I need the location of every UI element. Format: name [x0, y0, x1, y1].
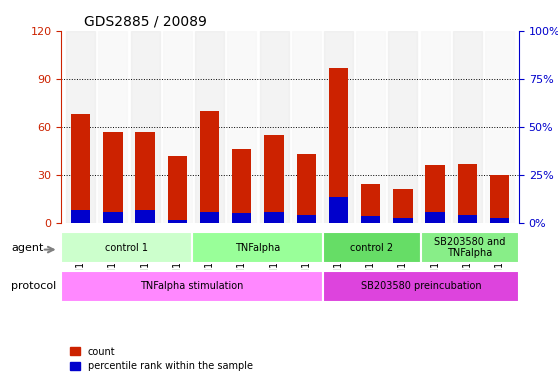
Bar [103, 132, 123, 223]
Bar [195, 31, 224, 223]
Bar [490, 175, 509, 223]
Bar [490, 218, 509, 223]
Bar [485, 31, 514, 223]
Bar [458, 215, 477, 223]
Bar [264, 135, 283, 223]
Bar [361, 216, 381, 223]
Bar [71, 114, 90, 223]
FancyBboxPatch shape [323, 232, 421, 263]
Bar [264, 212, 283, 223]
Text: control 1: control 1 [105, 243, 148, 253]
Bar [103, 212, 123, 223]
Bar [227, 31, 256, 223]
Bar [292, 31, 321, 223]
Text: TNFalpha stimulation: TNFalpha stimulation [141, 281, 244, 291]
Bar [71, 210, 90, 223]
Bar [393, 218, 412, 223]
Bar [356, 31, 385, 223]
FancyBboxPatch shape [61, 270, 323, 302]
Bar [297, 215, 316, 223]
Bar [136, 132, 155, 223]
Bar [168, 220, 187, 223]
Bar [259, 31, 288, 223]
FancyBboxPatch shape [192, 232, 323, 263]
Bar [131, 31, 160, 223]
Bar [66, 31, 95, 223]
Bar [232, 149, 252, 223]
FancyBboxPatch shape [323, 270, 519, 302]
Text: protocol: protocol [11, 281, 56, 291]
Text: SB203580 and
TNFalpha: SB203580 and TNFalpha [434, 237, 506, 258]
Bar [388, 31, 417, 223]
Bar [329, 68, 348, 223]
Bar [232, 213, 252, 223]
Bar [361, 184, 381, 223]
Bar [426, 212, 445, 223]
FancyBboxPatch shape [421, 232, 519, 263]
Bar [200, 212, 219, 223]
Text: agent: agent [11, 243, 44, 253]
Text: control 2: control 2 [350, 243, 393, 253]
Bar [421, 31, 450, 223]
Text: TNFalpha: TNFalpha [235, 243, 280, 253]
Legend: count, percentile rank within the sample: count, percentile rank within the sample [66, 343, 257, 375]
FancyBboxPatch shape [61, 232, 192, 263]
Bar [458, 164, 477, 223]
Text: GDS2885 / 20089: GDS2885 / 20089 [84, 14, 207, 28]
Bar [453, 31, 482, 223]
Bar [168, 156, 187, 223]
Bar [98, 31, 127, 223]
Text: SB203580 preincubation: SB203580 preincubation [360, 281, 481, 291]
Bar [393, 189, 412, 223]
Bar [324, 31, 353, 223]
Bar [136, 210, 155, 223]
Bar [297, 154, 316, 223]
Bar [163, 31, 192, 223]
Bar [329, 197, 348, 223]
Bar [200, 111, 219, 223]
Bar [426, 165, 445, 223]
